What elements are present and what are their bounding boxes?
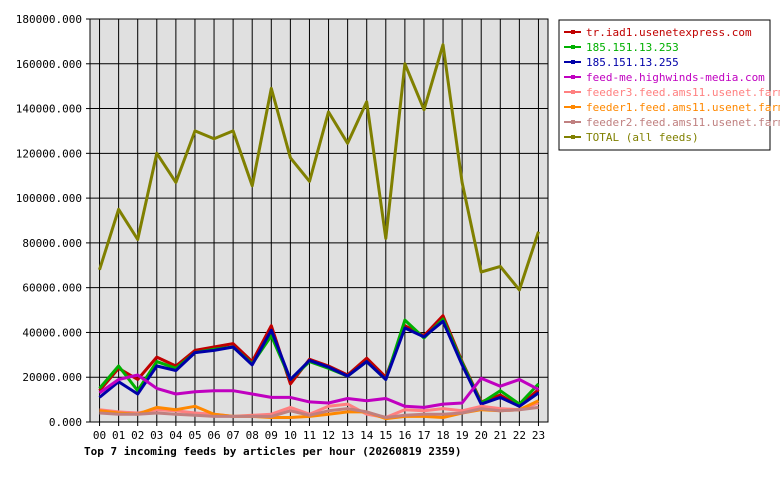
legend-label: feeder2.feed.ams11.usenet.farm [586,116,780,129]
legend-marker [571,90,575,94]
x-tick-label: 00 [93,429,106,442]
y-axis-ticks: 0.000 20000.000 40000.000 60000.000 80000.00… [16,13,90,429]
x-axis-ticks: 00 01 02 03 04 05 06 07 08 09 10 11 12 13 14 15 16 17 18 19… [93,422,545,442]
legend-marker [571,120,575,124]
x-tick-label: 20 [475,429,488,442]
series-line-feed-me-highwinds-media-com [98,373,540,409]
legend-marker [571,60,575,64]
y-tick-label: 120000.000 [16,147,82,160]
series-line-feeder2-feed-ams11-usenet-farm [99,405,539,419]
x-tick-label: 05 [188,429,201,442]
series-line-total-all-feeds- [98,43,540,292]
x-tick-label: 21 [494,429,507,442]
y-tick-label: 20000.000 [22,371,82,384]
x-tick-label: 16 [398,429,411,442]
x-tick-label: 14 [360,429,374,442]
grid-lines [90,18,548,423]
x-tick-label: 19 [456,429,469,442]
x-tick-label: 15 [379,429,392,442]
y-tick-label: 160000.000 [16,58,82,71]
legend-marker [571,45,575,49]
y-tick-label: 60000.000 [22,282,82,295]
legend-marker [571,135,575,139]
chart-title: Top 7 incoming feeds by articles per hou… [84,445,462,458]
x-tick-label: 23 [532,429,545,442]
legend-label: 185.151.13.255 [586,56,679,69]
series-lines [98,43,540,421]
x-tick-label: 10 [284,429,297,442]
x-tick-label: 04 [169,429,183,442]
y-tick-label: 140000.000 [16,103,82,116]
legend-marker [571,30,575,34]
x-tick-label: 12 [322,429,335,442]
legend-label: TOTAL (all feeds) [586,131,699,144]
x-tick-label: 01 [112,429,125,442]
y-tick-label: 0.000 [49,416,82,429]
x-tick-label: 11 [303,429,316,442]
x-tick-label: 13 [341,429,354,442]
x-tick-label: 17 [417,429,430,442]
legend-marker [571,105,575,109]
x-tick-label: 09 [265,429,278,442]
y-tick-label: 40000.000 [22,326,82,339]
y-tick-label: 100000.000 [16,192,82,205]
y-tick-label: 80000.000 [22,237,82,250]
legend: tr.iad1.usenetexpress.com 185.151.13.253 1… [564,26,780,144]
x-tick-label: 18 [436,429,449,442]
legend-label: feeder1.feed.ams11.usenet.farm [586,101,780,114]
x-tick-label: 03 [150,429,163,442]
x-tick-label: 08 [246,429,259,442]
legend-box [558,19,771,151]
y-tick-label: 180000.000 [16,13,82,26]
x-tick-label: 07 [227,429,240,442]
x-tick-label: 22 [513,429,526,442]
legend-label: feeder3.feed.ams11.usenet.farm [586,86,780,99]
legend-label: 185.151.13.253 [586,41,679,54]
legend-label: tr.iad1.usenetexpress.com [586,26,752,39]
legend-marker [571,75,575,79]
x-tick-label: 02 [131,429,144,442]
x-tick-label: 06 [207,429,220,442]
legend-label: feed-me.highwinds-media.com [586,71,765,84]
series-line-185-151-13-255 [98,319,540,408]
